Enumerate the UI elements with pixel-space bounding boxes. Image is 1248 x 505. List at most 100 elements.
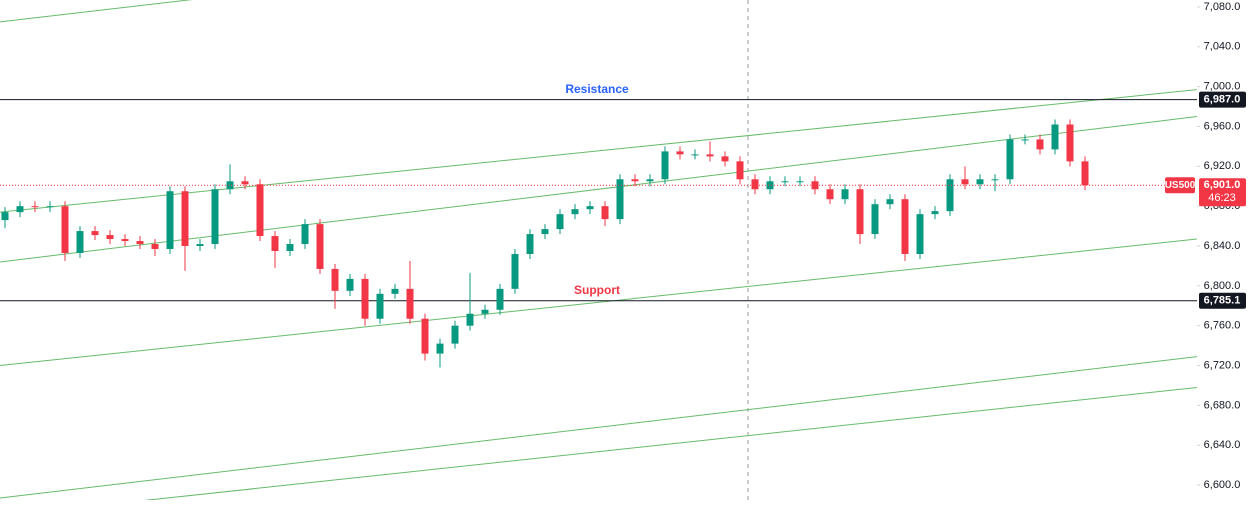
trendline <box>0 238 1197 367</box>
candle-body <box>106 235 114 240</box>
trendline <box>143 386 1197 500</box>
y-tick-label: 7,000.0 <box>1204 81 1241 93</box>
candle-body <box>271 236 279 251</box>
candle-body <box>931 211 939 215</box>
candle-body <box>916 214 924 254</box>
trendline <box>0 356 1197 499</box>
countdown-label: 46:23 <box>1208 192 1236 204</box>
trendline <box>0 89 1197 213</box>
candle-body <box>1021 139 1029 141</box>
candle-body <box>91 231 99 236</box>
candle-body <box>331 268 339 291</box>
candle-body <box>601 206 609 220</box>
candle-body <box>706 154 714 157</box>
candle-body <box>46 206 54 208</box>
candle-body <box>466 313 474 326</box>
candle-body <box>841 189 849 200</box>
y-tick-label: 6,840.0 <box>1204 240 1241 252</box>
y-tick-label: 6,800.0 <box>1204 280 1241 292</box>
price-axis: 6,600.0 6,640.0 6,680.0 6,720.0 6,760.0 6,800… <box>1197 1 1240 491</box>
plot-area <box>0 0 1197 500</box>
candle-body <box>226 181 234 190</box>
candle-body <box>1 212 9 221</box>
candle-body <box>346 278 354 291</box>
candle-body <box>886 199 894 205</box>
candle-body <box>901 199 909 254</box>
y-tick-label: 7,040.0 <box>1204 41 1241 53</box>
candle-body <box>811 181 819 190</box>
candle-body <box>751 179 759 190</box>
y-tick-label: 7,080.0 <box>1204 1 1241 13</box>
candle-body <box>736 161 744 180</box>
candle-body <box>976 179 984 185</box>
level-label: 6,987.0 <box>1204 94 1241 106</box>
y-tick-label: 6,600.0 <box>1204 479 1241 491</box>
candle-body <box>76 231 84 253</box>
candle-body <box>436 343 444 354</box>
candle-body <box>301 224 309 245</box>
candle-body <box>136 241 144 245</box>
symbol-label: US500 <box>1165 180 1196 191</box>
candle-body <box>376 293 384 319</box>
candle-body <box>406 288 414 319</box>
y-tick-label: 6,640.0 <box>1204 439 1241 451</box>
candle-body <box>1051 124 1059 150</box>
candle-body <box>166 191 174 250</box>
candle-body <box>586 206 594 210</box>
candle-body <box>571 209 579 215</box>
candle-body <box>391 288 399 294</box>
candle-body <box>616 179 624 220</box>
level-label: 6,785.1 <box>1204 295 1241 307</box>
candle-body <box>121 239 129 242</box>
candle-body <box>511 253 519 289</box>
candle-body <box>526 234 534 254</box>
candle-body <box>796 181 804 183</box>
candle-body <box>1066 124 1074 162</box>
y-tick-label: 6,760.0 <box>1204 320 1241 332</box>
candle-body <box>991 179 999 181</box>
candle-body <box>481 309 489 314</box>
candle-body <box>856 189 864 235</box>
candle-body <box>541 229 549 235</box>
candle-body <box>556 214 564 230</box>
y-tick-label: 6,920.0 <box>1204 160 1241 172</box>
candle-body <box>421 318 429 354</box>
candle-body <box>181 191 189 247</box>
trendline <box>0 116 1197 263</box>
candle-body <box>631 179 639 182</box>
y-tick-label: 6,960.0 <box>1204 120 1241 132</box>
candle-body <box>256 184 264 237</box>
candle-body <box>1036 139 1044 150</box>
candle-body <box>1081 161 1089 186</box>
candle-body <box>721 156 729 162</box>
y-tick-label: 6,720.0 <box>1204 359 1241 371</box>
candle-body <box>661 151 669 180</box>
last-price-label: 6,901.0 <box>1204 179 1241 191</box>
candle-body <box>451 325 459 344</box>
last-price-box <box>1199 178 1246 207</box>
candle-body <box>211 189 219 245</box>
candle-body <box>151 244 159 250</box>
candle-body <box>196 244 204 247</box>
candle-body <box>676 151 684 155</box>
candle-body <box>496 288 504 310</box>
candle-body <box>1006 139 1014 180</box>
candle-body <box>691 154 699 156</box>
level-name: Support <box>574 283 620 297</box>
level-label-box <box>1199 91 1246 108</box>
symbol-box <box>1165 177 1195 194</box>
candle-body <box>61 206 69 253</box>
candle-body <box>316 224 324 269</box>
candle-body <box>646 179 654 182</box>
level-label-box <box>1199 292 1246 309</box>
candle-body <box>16 206 24 213</box>
candle-body <box>361 278 369 319</box>
candle-body <box>871 204 879 235</box>
candle-body <box>826 189 834 200</box>
candle-body <box>31 206 39 208</box>
level-name: Resistance <box>565 82 629 96</box>
candle-body <box>961 179 969 185</box>
